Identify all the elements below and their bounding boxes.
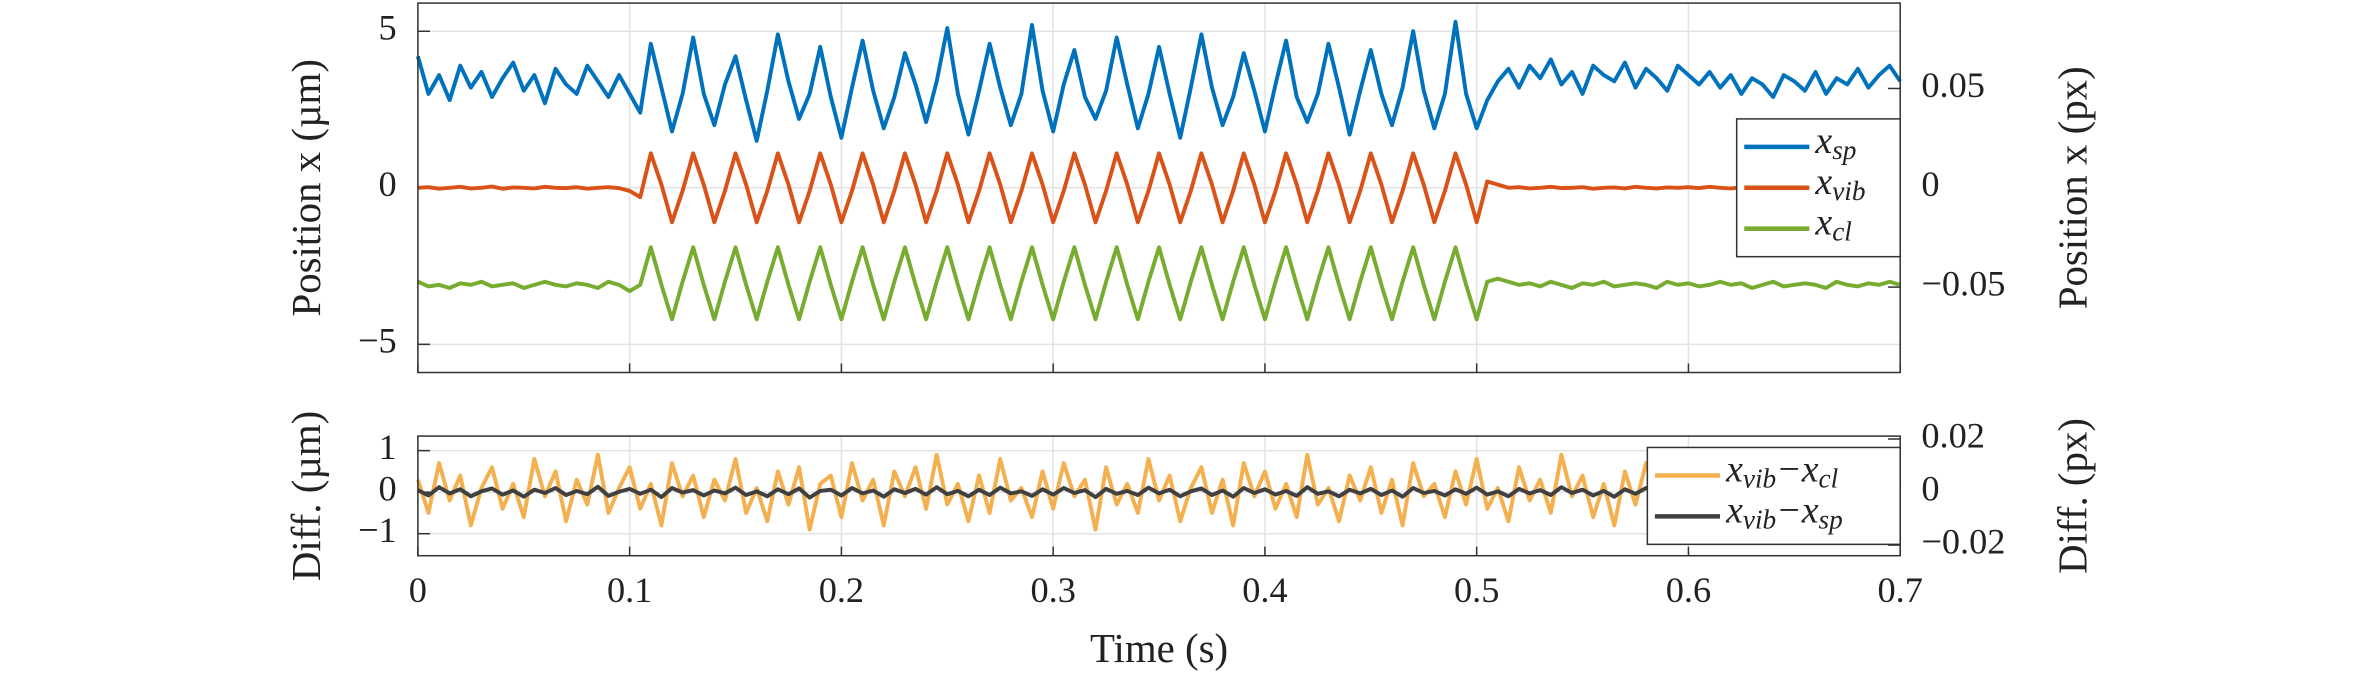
series-line bbox=[415, 19, 1902, 143]
x-tick-label: 0.4 bbox=[1242, 570, 1287, 610]
x-tick-label: 0.3 bbox=[1030, 570, 1075, 610]
x-tick-label: 0.6 bbox=[1666, 570, 1711, 610]
y2-tick-label: 0.02 bbox=[1921, 415, 1985, 455]
x-tick-label: 0.2 bbox=[819, 570, 864, 610]
y-tick-label: 0 bbox=[379, 164, 397, 204]
x-tick-label: 0 bbox=[409, 570, 427, 610]
y2-tick-label: 0 bbox=[1921, 468, 1939, 508]
y-tick-label: −5 bbox=[358, 321, 397, 361]
y-axis-label: Diff. (µm) bbox=[284, 411, 329, 581]
y-tick-label: −1 bbox=[358, 510, 397, 550]
x-tick-label: 0.7 bbox=[1877, 570, 1922, 610]
y2-tick-label: 0.05 bbox=[1921, 65, 1985, 105]
y-tick-label: 5 bbox=[379, 8, 397, 48]
legend-label: xvib−xcl bbox=[1725, 448, 1838, 494]
legend-box bbox=[1646, 446, 1901, 546]
y2-axis-label: Diff. (px) bbox=[2051, 418, 2096, 574]
y-tick-label: 1 bbox=[379, 427, 397, 467]
series-line bbox=[417, 245, 1901, 322]
y2-axis-label: Position x (px) bbox=[2051, 66, 2096, 309]
x-axis-label: Time (s) bbox=[1090, 626, 1228, 671]
x-tick-label: 0.5 bbox=[1454, 570, 1499, 610]
y2-tick-label: 0 bbox=[1921, 164, 1939, 204]
legend-label: xcl bbox=[1814, 201, 1851, 247]
legend-label: xvib−xsp bbox=[1725, 489, 1843, 535]
y-tick-label: 0 bbox=[379, 469, 397, 509]
series-line bbox=[417, 151, 1901, 225]
legend-label: xvib bbox=[1814, 160, 1865, 206]
y2-tick-label: −0.02 bbox=[1921, 521, 2005, 561]
x-tick-label: 0.1 bbox=[607, 570, 652, 610]
y-axis-label: Position x (µm) bbox=[284, 59, 329, 316]
legend-label: xsp bbox=[1814, 120, 1856, 166]
y2-tick-label: −0.05 bbox=[1921, 263, 2005, 303]
